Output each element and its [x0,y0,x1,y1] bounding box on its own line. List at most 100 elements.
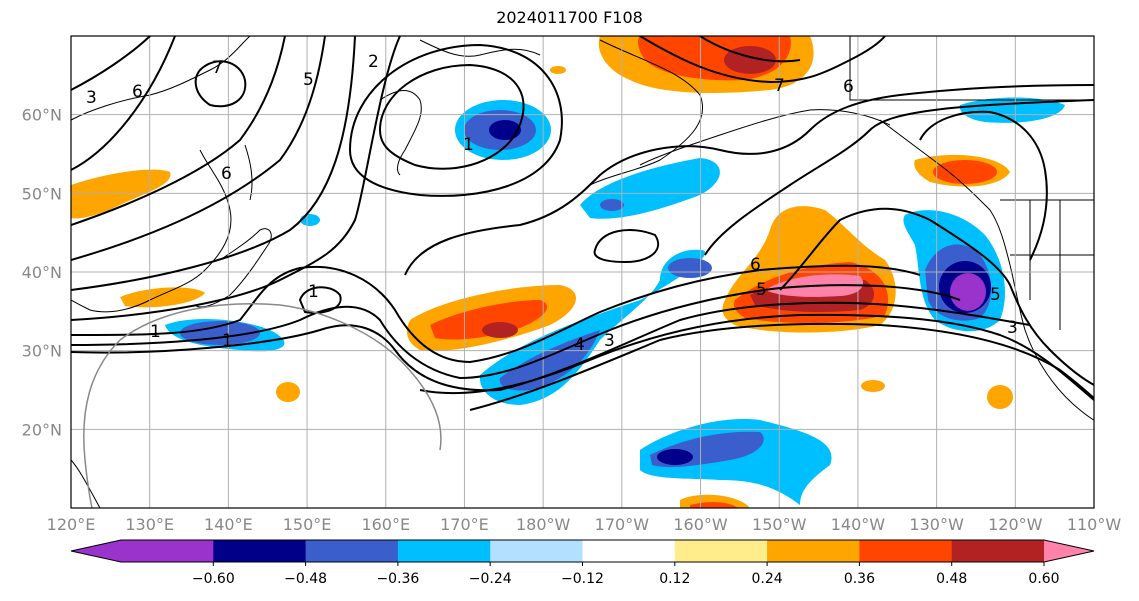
colorbar-segment [213,540,307,562]
colorbar-segment [859,540,953,562]
negative-anomaly-bering-core [489,120,521,140]
contour-label: 1 [463,135,474,155]
lon-tick-label: 160°W [673,515,728,534]
state-borders [1010,200,1094,330]
contour-17 [593,229,660,264]
contour-9 [348,43,563,197]
lat-tick-label: 40°N [22,263,62,282]
contour-label: 1 [150,322,161,342]
lon-tick-label: 120°W [988,515,1043,534]
longitude-tick-labels: 120°E 130°E 140°E 150°E 160°E 170°E 180°W 170°W… [47,515,1122,534]
colorbar-tick-label: −0.48 [284,571,327,587]
colorbar-over-triangle [1044,540,1094,562]
colorbar-tick-label: 0.48 [936,571,967,587]
colorbar-tick-label: 0.24 [752,571,783,587]
contour-typhoon-circle [83,303,442,508]
lat-tick-label: 20°N [22,420,62,439]
lon-tick-label: 140°W [831,515,886,534]
contour-13 [71,301,1031,392]
coastlines [71,36,1094,508]
lon-tick-label: 120°E [47,515,96,534]
coast-canada [879,119,1011,266]
map-area: 7 6 5 2 1 1 3 6 1 1 4 3 6 5 7 6 5 3 [71,36,1094,508]
contour-label: 6 [843,77,854,97]
coast-sakhalin [244,144,253,201]
contour-label: 4 [574,335,585,355]
positive-anomaly-small-1 [276,382,300,402]
colorbar-tick-label: 0.60 [1028,571,1059,587]
contour-16 [404,84,1094,276]
contour-labels: 7 6 5 2 1 1 3 6 1 1 4 3 6 5 7 6 5 3 [86,52,1018,355]
contour-21 [699,36,801,63]
positive-anomaly-china [71,169,171,219]
coast-chukotka [419,39,541,57]
contour-label: 7 [212,58,223,78]
colorbar-tick-label: 0.12 [659,571,690,587]
coast-kamchatka [379,90,422,176]
contour-6 [71,36,356,291]
colorbar-segment [397,540,491,562]
colorbar-tick-label: −0.60 [192,571,235,587]
coast-japan [194,228,272,308]
positive-anomaly-small-2 [861,380,885,392]
contour-15 [469,322,1094,411]
contour-label: 5 [990,285,1001,305]
lon-tick-label: 180°W [516,515,571,534]
contour-label: 7 [774,76,785,96]
coast-philippines [71,459,101,508]
contour-label: 6 [750,255,761,275]
contour-7 [71,36,401,321]
colorbar-segment [582,540,676,562]
contour-label: 3 [604,331,615,351]
coast-asia [71,149,232,313]
contour-2 [71,36,176,171]
colorbar-tick-label: 0.36 [844,571,875,587]
colorbar-segment [951,540,1045,562]
contour-19 [779,207,1094,386]
contour-8 [378,63,525,170]
contour-18 [704,99,1094,256]
lat-tick-label: 50°N [22,184,62,203]
lon-tick-label: 130°E [125,515,174,534]
lon-tick-label: 170°E [440,515,489,534]
colorbar-segment [767,540,860,562]
lon-tick-label: 140°E [204,515,253,534]
negative-anomaly-canada [959,97,1065,123]
lon-tick-label: 110°W [1067,515,1122,534]
coast-siberia [71,36,251,121]
positive-anomaly-central-pacific-core [482,322,518,338]
negative-anomaly-jet-north [668,258,712,278]
colorbar-tick-label: −0.36 [376,571,419,587]
lat-tick-label: 60°N [22,106,62,125]
lon-tick-label: 160°E [361,515,410,534]
positive-anomaly-south-inner [690,502,738,508]
lon-tick-label: 150°E [283,515,332,534]
map-frame [70,35,1095,509]
positive-anomaly-bc-inner [933,160,997,184]
negative-anomaly-hawaii-core [657,449,693,465]
lon-tick-label: 170°W [595,515,650,534]
contour-label: 5 [303,70,314,90]
contour-label: 1 [308,282,319,302]
contour-4 [71,36,286,226]
contour-label: 6 [221,164,232,184]
colorbar-segment [490,540,583,562]
colorbar-outline [70,539,1095,563]
positive-anomaly-small-4 [550,66,566,74]
gridlines [71,36,1094,508]
positive-anomaly-small-3 [987,385,1013,409]
contour-label: 3 [86,88,97,108]
colorbar-segment [674,540,768,562]
contour-22 [919,110,1048,261]
colorbar-tick-label: −0.24 [469,571,512,587]
lon-tick-label: 130°W [909,515,964,534]
latitude-tick-labels: 20°N 30°N 40°N 50°N 60°N [22,106,62,440]
map-title: 2024011700 F108 [496,8,643,27]
contour-3 [194,60,247,108]
contour-label: 5 [756,280,767,300]
negative-anomaly-gulf-core [600,199,624,211]
positive-anomaly-central-pacific-inner [430,300,548,340]
lon-tick-label: 150°W [752,515,807,534]
contour-label: 3 [1007,318,1018,338]
